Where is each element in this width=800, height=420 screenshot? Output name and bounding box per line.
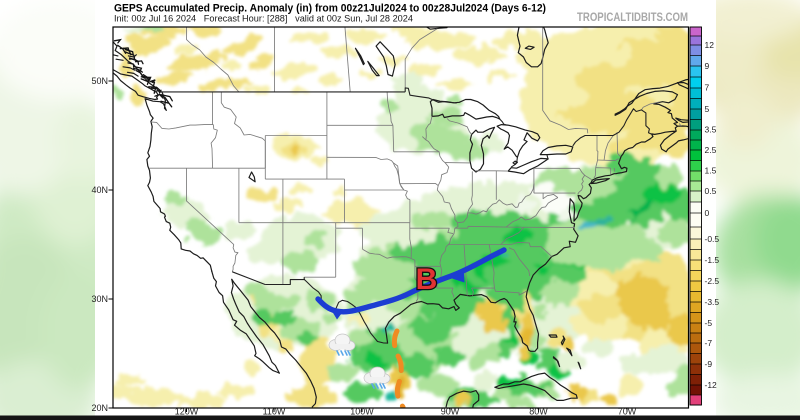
svg-text:3.5: 3.5 [705,125,717,135]
svg-text:20N: 20N [91,403,108,413]
svg-text:70W: 70W [618,407,637,417]
svg-text:-5: -5 [705,318,713,328]
svg-text:0: 0 [705,208,710,218]
svg-text:120W: 120W [175,407,199,417]
svg-text:80W: 80W [529,407,548,417]
svg-text:-2.5: -2.5 [705,276,720,286]
svg-text:-3.5: -3.5 [705,297,720,307]
svg-text:90W: 90W [441,407,460,417]
svg-text:GEPS Accumulated Precip. Anoma: GEPS Accumulated Precip. Anomaly (in) fr… [114,3,546,15]
svg-text:TROPICALTIDBITS.COM: TROPICALTIDBITS.COM [577,12,688,24]
svg-text:110W: 110W [263,407,286,417]
svg-text:2.5: 2.5 [705,145,717,155]
svg-text:12: 12 [705,40,715,50]
svg-text:40N: 40N [91,185,108,195]
svg-text:Init: 00z Jul 16 2024 Foreca: Init: 00z Jul 16 2024 Forecast Hour: [28… [114,14,413,24]
svg-text:0.5: 0.5 [705,186,717,196]
svg-text:1.5: 1.5 [705,166,717,176]
svg-text:30N: 30N [91,294,108,304]
svg-text:7: 7 [705,83,710,93]
svg-text:-1.5: -1.5 [705,255,720,265]
svg-text:-0.5: -0.5 [705,234,720,244]
svg-text:B: B [416,263,438,296]
svg-text:5: 5 [705,104,710,114]
svg-text:50N: 50N [91,76,108,86]
svg-text:-7: -7 [705,338,713,348]
svg-text:-9: -9 [705,359,713,369]
svg-text:-12: -12 [705,380,718,390]
svg-text:100W: 100W [350,407,374,417]
svg-text:9: 9 [705,61,710,71]
